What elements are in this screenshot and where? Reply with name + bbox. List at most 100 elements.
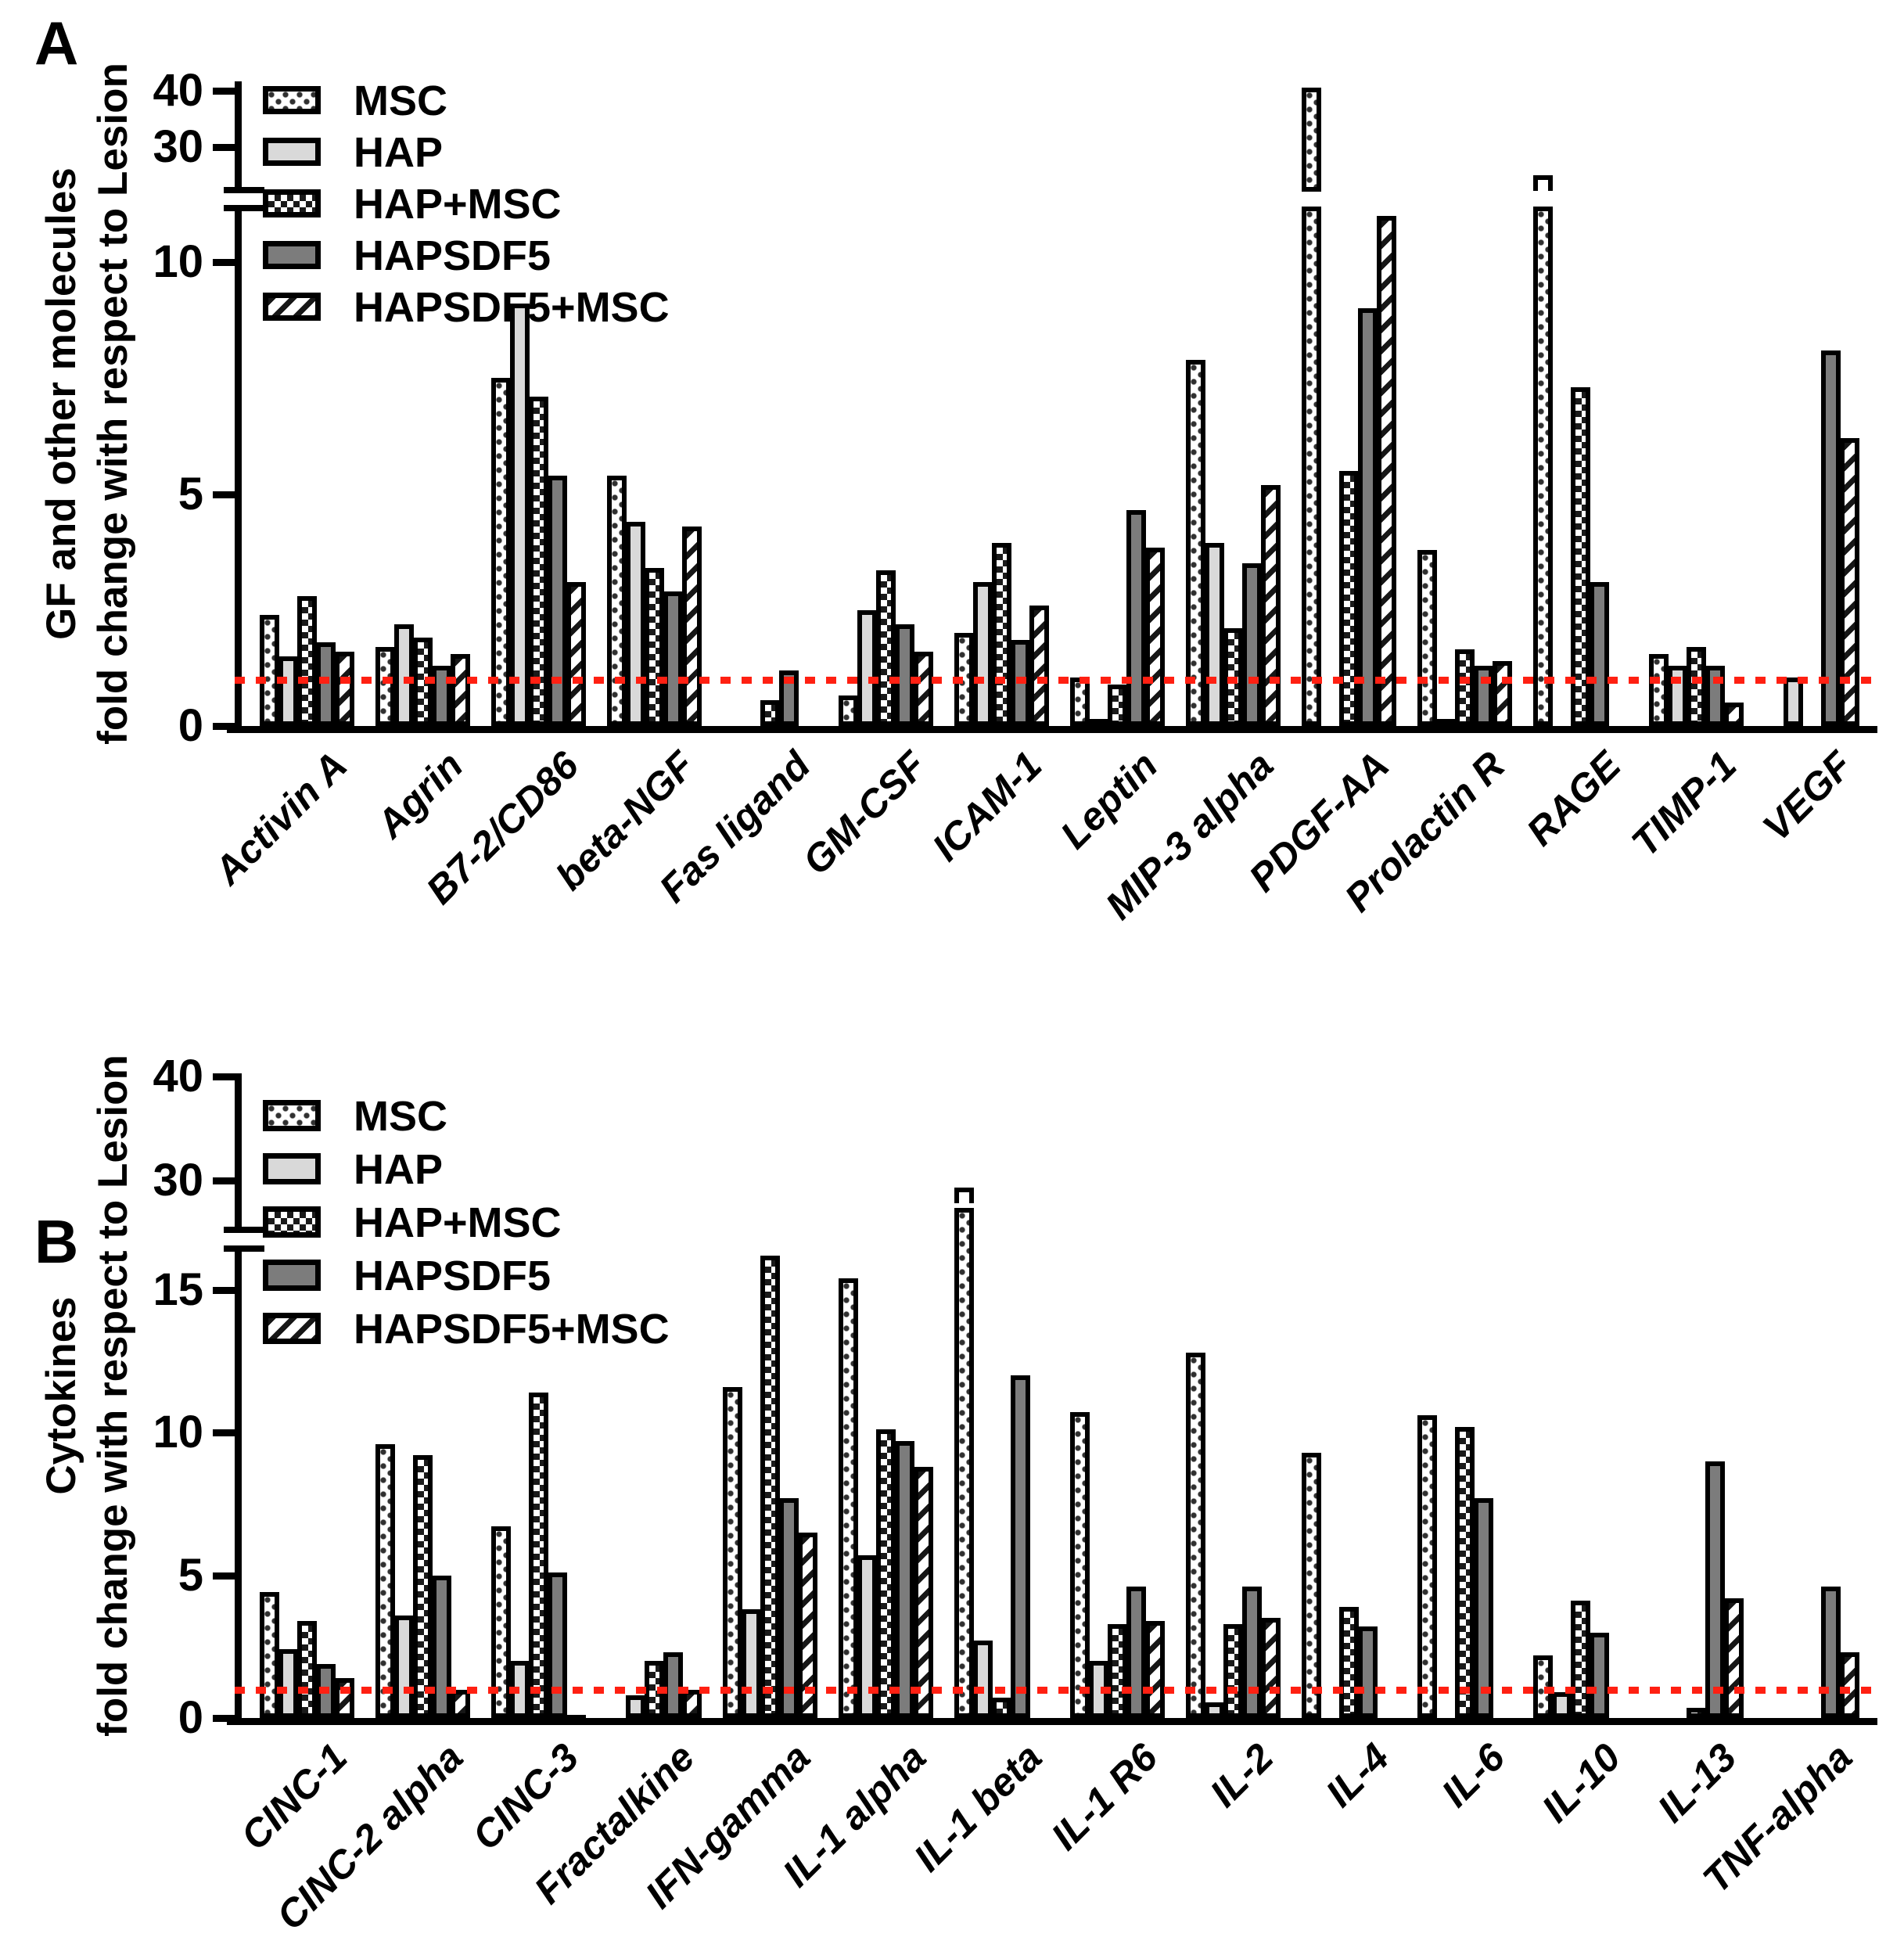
bar xyxy=(260,614,279,726)
bar xyxy=(760,700,780,726)
bar xyxy=(1145,547,1165,726)
bar-upper-segment xyxy=(1302,88,1321,192)
axis-break-mark-lower xyxy=(224,205,264,211)
bar xyxy=(375,1443,395,1718)
bar xyxy=(1840,1652,1859,1718)
legend-label-msc: MSC xyxy=(354,77,447,124)
y-axis-tick xyxy=(213,1177,236,1184)
bar-break-bracket xyxy=(954,1188,974,1204)
y-axis-tick xyxy=(213,144,236,151)
bar xyxy=(529,396,548,726)
bar xyxy=(954,1208,974,1718)
bar xyxy=(375,647,395,726)
bar xyxy=(1571,387,1590,726)
bar xyxy=(394,624,414,726)
bar xyxy=(1070,677,1090,726)
bar xyxy=(682,527,702,726)
bar xyxy=(1687,647,1706,726)
bar xyxy=(992,542,1011,726)
bar xyxy=(992,1698,1011,1718)
y-axis-tick xyxy=(213,1715,236,1722)
bar xyxy=(297,595,317,726)
legend-swatch-msc xyxy=(263,86,321,114)
bar xyxy=(876,1429,896,1718)
bar xyxy=(1455,1426,1475,1718)
bar xyxy=(432,665,451,726)
legend-swatch-hapsdf5-msc xyxy=(263,293,321,321)
bar xyxy=(491,378,511,726)
bar xyxy=(626,522,645,726)
bar xyxy=(839,1278,858,1718)
bar xyxy=(645,568,664,726)
bar xyxy=(1339,1606,1359,1718)
x-axis xyxy=(227,726,1877,733)
legend-swatch-hap xyxy=(263,1153,321,1184)
bar xyxy=(1590,1632,1609,1718)
bar xyxy=(1474,665,1493,726)
y-axis-tick xyxy=(213,259,236,266)
bar xyxy=(432,1575,451,1718)
bar xyxy=(1436,719,1456,729)
bar xyxy=(682,1689,702,1718)
y-axis-tick xyxy=(213,88,236,95)
bar xyxy=(413,1455,433,1718)
bar xyxy=(663,1652,683,1718)
bar xyxy=(491,1526,511,1718)
legend-swatch-hap xyxy=(263,138,321,166)
bar xyxy=(1668,665,1687,726)
legend-label-hapsdf5: HAPSDF5 xyxy=(354,232,551,279)
bar xyxy=(1261,1618,1281,1718)
bar xyxy=(1821,1587,1841,1718)
bar xyxy=(760,1255,780,1718)
bar xyxy=(973,1641,993,1718)
legend-label-hap-msc: HAP+MSC xyxy=(354,1199,562,1246)
legend-swatch-hap-msc xyxy=(263,189,321,217)
legend-label-hap-msc: HAP+MSC xyxy=(354,181,562,228)
y-axis-tick-label: 5 xyxy=(178,468,203,519)
y-axis-tick-label: 10 xyxy=(153,1407,203,1457)
axis-break-mark-upper xyxy=(224,187,264,193)
bar xyxy=(723,1386,742,1718)
legend-swatch-hapsdf5-msc xyxy=(263,1313,321,1344)
y-axis-tick xyxy=(213,1286,236,1294)
bar xyxy=(335,1677,354,1718)
legend-swatch-hapsdf5 xyxy=(263,1260,321,1291)
axis-break-mark-lower xyxy=(224,1245,264,1252)
bar xyxy=(607,475,627,726)
y-axis-tick-label: 40 xyxy=(153,65,203,116)
bar xyxy=(1455,649,1475,726)
bar xyxy=(1339,470,1359,726)
bar xyxy=(1649,654,1669,726)
bar xyxy=(1784,677,1803,726)
bar xyxy=(1261,484,1281,726)
reference-dotted-line xyxy=(235,676,1877,684)
y-axis-tick-label: 30 xyxy=(153,121,203,172)
bar xyxy=(626,1695,645,1718)
bar xyxy=(742,1609,761,1718)
bar xyxy=(1223,1623,1243,1718)
y-axis-tick-label: 0 xyxy=(178,1692,203,1743)
bar-break-bracket xyxy=(1533,174,1553,191)
bar xyxy=(1126,1587,1146,1718)
bar xyxy=(1705,665,1725,726)
axis-break-mark-upper xyxy=(224,1227,264,1233)
bar xyxy=(1011,1375,1030,1718)
bar xyxy=(1724,1598,1744,1718)
bar xyxy=(973,582,993,726)
bar xyxy=(548,1572,567,1718)
reference-dotted-line xyxy=(235,1686,1877,1694)
bar xyxy=(1108,684,1127,726)
x-axis xyxy=(227,1718,1877,1725)
y-axis-lower-segment xyxy=(235,207,242,726)
legend-swatch-msc xyxy=(263,1100,321,1131)
bar xyxy=(857,1554,877,1718)
bar xyxy=(451,1689,470,1718)
bar xyxy=(335,652,354,726)
bar xyxy=(297,1620,317,1718)
legend-label-msc: MSC xyxy=(354,1093,447,1140)
bar xyxy=(1302,1452,1321,1718)
y-axis-tick-label: 5 xyxy=(178,1549,203,1601)
panel-b-letter: B xyxy=(34,1207,79,1276)
